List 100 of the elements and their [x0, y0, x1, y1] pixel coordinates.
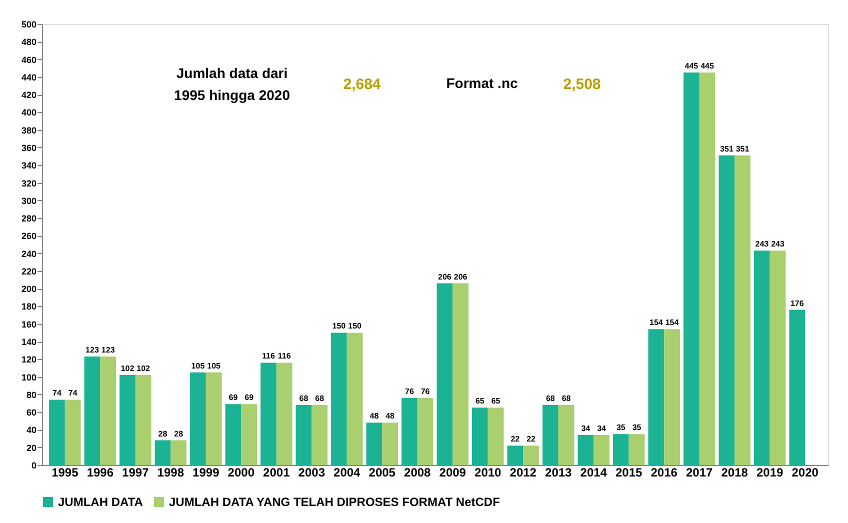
bar — [578, 435, 594, 465]
data-label: 445 — [684, 62, 699, 71]
x-tick-label: 2018 — [721, 466, 748, 480]
y-tick-label: 80 — [26, 390, 36, 400]
y-tick-label: 320 — [21, 178, 36, 188]
data-label: 65 — [475, 396, 485, 406]
data-label: 48 — [386, 412, 396, 421]
bar — [718, 155, 735, 465]
bar — [628, 434, 645, 465]
data-label: 243 — [771, 240, 785, 249]
bar — [452, 283, 468, 465]
data-label: 68 — [315, 394, 325, 404]
bar — [135, 375, 152, 465]
bar — [331, 332, 347, 465]
data-label: 74 — [68, 388, 78, 398]
bar — [241, 404, 258, 465]
y-tick-label: 0 — [31, 460, 36, 470]
data-label: 154 — [649, 318, 664, 328]
data-label: 102 — [136, 364, 151, 374]
y-tick-label: 220 — [21, 266, 36, 276]
bar — [683, 72, 700, 465]
bar — [523, 446, 539, 465]
bar — [558, 405, 574, 465]
legend-label: JUMLAH DATA YANG TELAH DIPROSES FORMAT NetCDF — [169, 495, 500, 509]
y-tick-label: 260 — [21, 231, 36, 242]
bar — [612, 434, 629, 465]
bar — [417, 398, 434, 465]
y-tick-label: 100 — [21, 372, 36, 382]
y-tick-label: 340 — [21, 160, 36, 171]
data-label: 154 — [665, 318, 680, 328]
data-label: 48 — [370, 412, 380, 421]
x-tick-label: 2004 — [334, 466, 361, 480]
bar — [276, 362, 292, 465]
data-label: 28 — [174, 429, 184, 438]
x-tick-label: 2015 — [616, 466, 643, 480]
bar — [154, 440, 171, 465]
data-label: 102 — [120, 364, 135, 374]
annotation: 2,684 — [343, 76, 382, 93]
bar — [49, 400, 65, 465]
bar — [472, 408, 488, 465]
x-tick-label: 2014 — [580, 466, 608, 480]
y-tick-label: 420 — [21, 90, 36, 100]
data-label: 34 — [581, 424, 591, 434]
annotation: Jumlah data dari 1995 hingga 2020 — [174, 65, 290, 103]
data-label: 150 — [332, 322, 346, 331]
x-tick-label: 1998 — [157, 466, 184, 480]
y-tick-label: 140 — [21, 337, 36, 348]
data-label: 65 — [491, 396, 501, 406]
x-tick-label: 2008 — [404, 466, 432, 480]
bar — [402, 398, 418, 465]
data-label: 76 — [420, 386, 430, 396]
bar — [84, 356, 100, 465]
x-tick-label: 2010 — [474, 466, 502, 480]
data-label: 69 — [228, 393, 238, 402]
x-tick-label: 2009 — [439, 466, 466, 480]
bar — [436, 283, 453, 465]
bar — [296, 405, 312, 465]
data-label: 74 — [52, 388, 62, 398]
y-tick-label: 380 — [21, 125, 36, 136]
bar — [260, 362, 276, 465]
x-tick-label: 2003 — [298, 466, 326, 480]
x-tick-label: 2019 — [756, 466, 784, 480]
bar — [507, 446, 524, 465]
x-tick-label: 2000 — [228, 466, 255, 480]
bar — [770, 250, 786, 465]
x-tick-label: 2012 — [510, 466, 537, 480]
data-label: 22 — [510, 434, 520, 444]
bar — [170, 440, 187, 465]
y-tick-label: 500 — [21, 20, 36, 30]
bar — [594, 435, 610, 465]
bar — [100, 356, 116, 465]
bar — [664, 329, 680, 465]
x-tick-label: 1999 — [192, 466, 220, 480]
bar — [789, 310, 806, 465]
data-label: 35 — [632, 423, 642, 432]
y-tick-label: 200 — [21, 284, 36, 294]
data-label: 116 — [262, 352, 276, 361]
data-label: 150 — [348, 322, 362, 331]
y-tick-label: 480 — [21, 37, 36, 48]
data-label: 243 — [755, 240, 770, 249]
bar — [382, 422, 398, 465]
data-label: 351 — [720, 144, 734, 154]
data-label: 22 — [526, 434, 536, 444]
x-tick-label: 2020 — [792, 466, 819, 480]
data-label: 68 — [562, 394, 572, 404]
bar — [190, 372, 206, 465]
y-tick-label: 120 — [21, 354, 36, 365]
bar — [120, 375, 136, 465]
data-label: 123 — [86, 346, 100, 355]
bar — [648, 329, 664, 465]
bar — [699, 72, 716, 465]
y-tick-label: 160 — [21, 319, 36, 330]
annotation: Format .nc — [446, 75, 518, 91]
y-tick-label: 60 — [26, 408, 36, 418]
data-label: 35 — [616, 423, 626, 432]
y-tick-label: 300 — [21, 196, 36, 206]
y-tick-label: 240 — [21, 248, 36, 259]
bar — [64, 400, 81, 465]
x-tick-label: 1997 — [122, 466, 150, 480]
data-label: 76 — [404, 386, 414, 396]
